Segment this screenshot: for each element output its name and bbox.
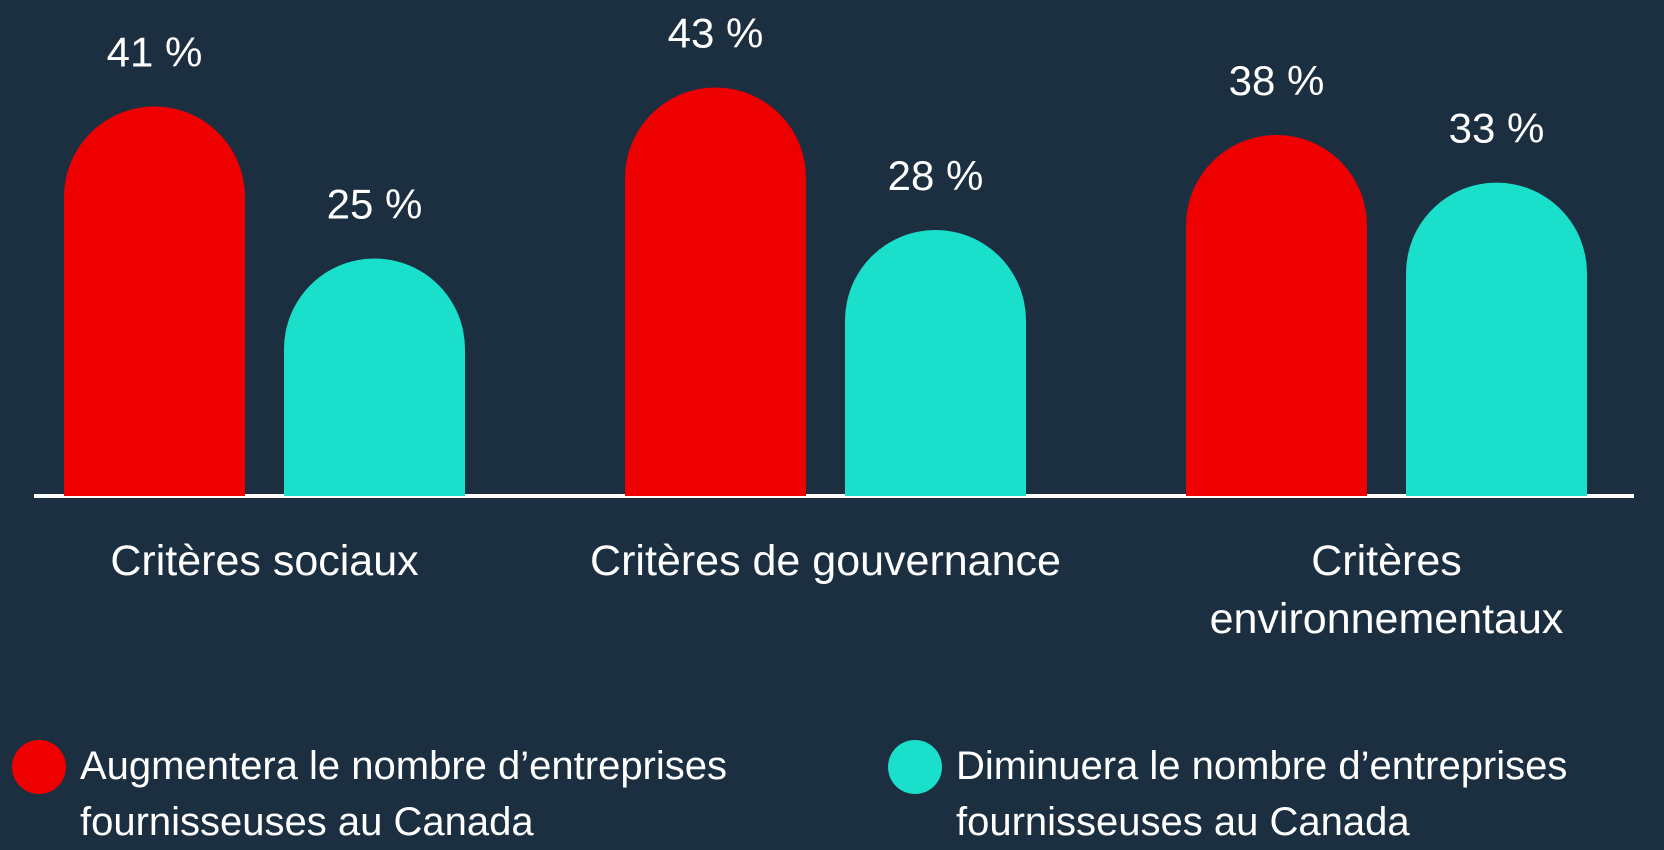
legend-swatch [12,740,66,794]
bar [1186,135,1367,497]
legend-swatch [888,740,942,794]
value-label: 25 % [327,181,423,228]
bar [845,230,1026,497]
value-label: 41 % [107,29,203,76]
bar [1406,182,1587,496]
legend-label: Augmentera le nombre d’entreprises fourn… [80,744,728,844]
legend-label: Diminuera le nombre d’entreprises fourni… [956,744,1568,844]
value-label: 38 % [1229,57,1325,104]
value-label: 43 % [668,10,764,57]
legend-item: Augmentera le nombre d’entreprises fourn… [12,738,840,850]
category-label: Critères de gouvernance [590,537,1061,585]
category-label: Critères environnementaux [1209,537,1564,643]
bar [625,87,806,497]
bar [284,258,465,496]
bar [64,106,245,497]
legend-item: Diminuera le nombre d’entreprises fourni… [888,738,1664,850]
value-label: 28 % [888,152,984,199]
category-label: Critères sociaux [110,537,419,585]
value-label: 33 % [1449,105,1545,152]
